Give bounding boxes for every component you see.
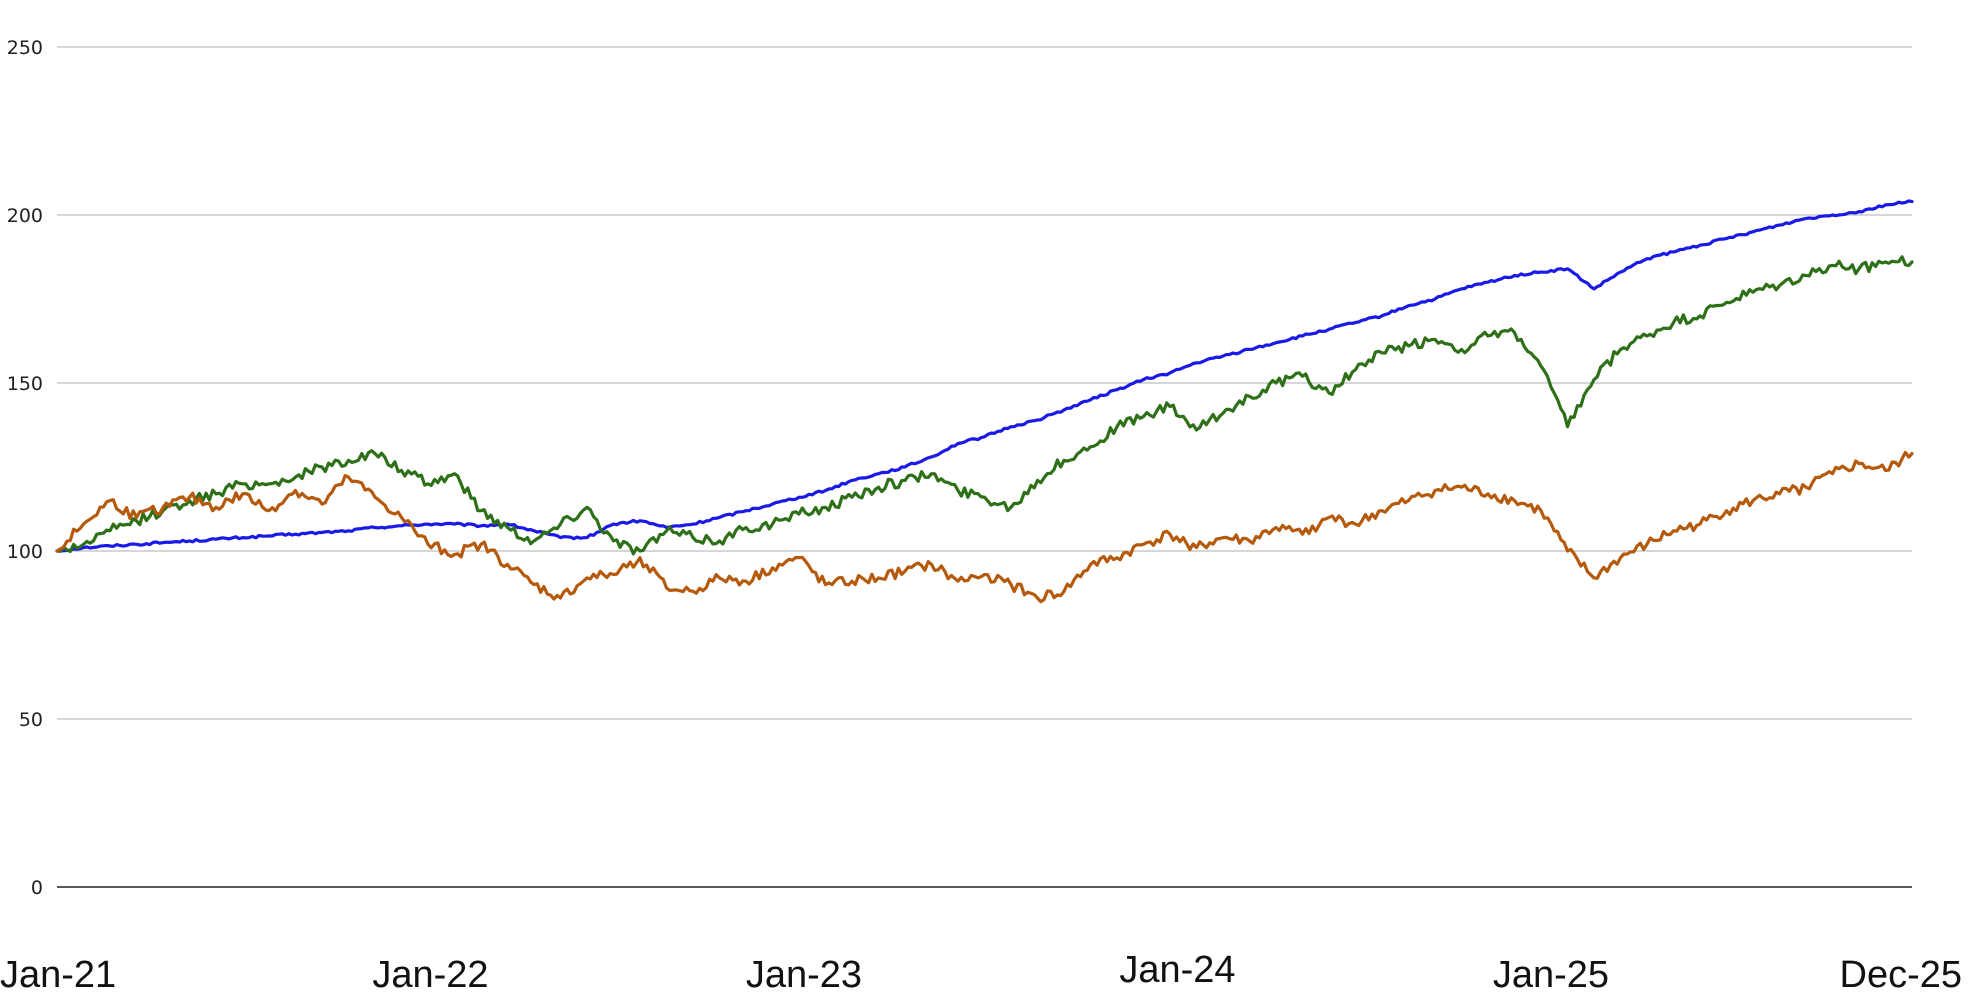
series-line-3 [55, 450, 1914, 604]
y-tick-label: 200 [7, 205, 43, 227]
y-tick-label: 150 [7, 373, 43, 395]
y-tick-label: 0 [31, 877, 43, 899]
series-line-1 [55, 199, 1914, 553]
y-axis-ticks: 0 50 100 150 200 250 [7, 37, 43, 899]
x-axis-ticks: Jan-21 Jan-22 Jan-23 Jan-24 Jan-25 Dec-25 [0, 949, 1962, 996]
x-tick-label: Dec-25 [1840, 954, 1963, 996]
x-tick-label: Jan-25 [1493, 954, 1609, 996]
y-tick-label: 100 [7, 541, 43, 563]
y-tick-label: 50 [19, 709, 43, 731]
y-tick-label: 250 [7, 37, 43, 59]
gridlines [57, 46, 1912, 888]
x-tick-label: Jan-21 [0, 954, 116, 996]
series-lines [55, 199, 1914, 604]
x-tick-label: Jan-22 [372, 954, 488, 996]
x-tick-label: Jan-24 [1119, 949, 1235, 991]
x-tick-label: Jan-23 [746, 954, 862, 996]
series-line-2 [55, 255, 1914, 556]
